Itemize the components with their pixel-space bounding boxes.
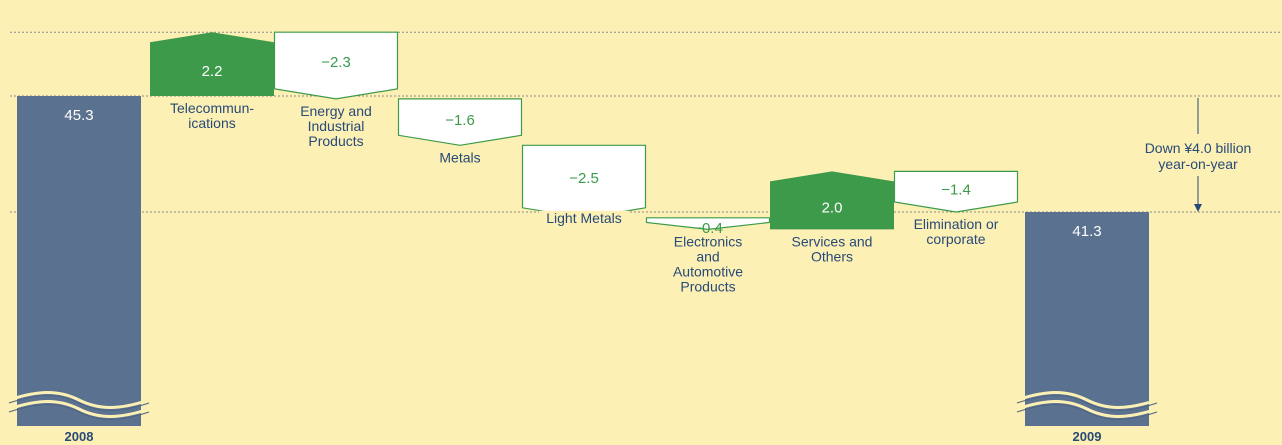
annotation-arrow-head	[1194, 204, 1202, 212]
axis-break-wave	[1016, 391, 1158, 409]
step-bar-6	[770, 171, 894, 230]
change-annotation: Down ¥4.0 billion year-on-year	[1145, 98, 1252, 212]
step-value-label-5: −0.4	[693, 220, 723, 237]
step-category-label-5: Electronics and Automotive Products	[673, 233, 743, 294]
axis-break-wave-shadow	[8, 395, 150, 411]
step-category-label-3: Metals	[439, 149, 480, 165]
step-bar-1	[150, 32, 274, 96]
step-bar-7	[893, 170, 1019, 213]
start-2008-value-label: 45.3	[64, 107, 93, 124]
step-bar-5	[645, 217, 771, 231]
axis-break-wave-shadow	[8, 404, 150, 420]
step-category-label-7: Elimination or corporate	[914, 216, 999, 247]
annotation-text: Down ¥4.0 billion year-on-year	[1145, 140, 1252, 172]
step-value-label-4: −2.5	[569, 170, 599, 187]
axis-break-wave-shadow	[1016, 404, 1158, 420]
step-bar-3	[397, 98, 523, 146]
step-category-label-2: Energy and Industrial Products	[300, 103, 372, 149]
step-value-label-7: −1.4	[941, 182, 971, 199]
step-category-label-6: Services and Others	[792, 233, 873, 264]
step-value-label-1: 2.2	[202, 63, 223, 80]
end-2009-year-label: 2009	[1073, 429, 1102, 444]
end-2009-bar	[1025, 212, 1149, 426]
step-value-label-2: −2.3	[321, 54, 351, 71]
axis-break-wave	[8, 391, 150, 409]
label-mask	[539, 210, 629, 227]
start-2008-bar	[17, 96, 141, 426]
start-2008-year-label: 2008	[65, 429, 94, 444]
end-2009-value-label: 41.3	[1072, 223, 1101, 240]
step-value-label-6: 2.0	[822, 199, 843, 216]
step-bar-2	[273, 31, 399, 100]
axis-break-wave	[1016, 400, 1158, 418]
axis-break-wave-shadow	[1016, 395, 1158, 411]
step-category-label-1: Telecommun-ications	[170, 100, 254, 131]
labels: 45.3 2008 41.3 2009 2.2 Telecommun-ications −2…	[64, 54, 1101, 444]
axis-break-wave	[8, 400, 150, 418]
step-value-label-3: −1.6	[445, 112, 475, 129]
step-category-label-4: Light Metals	[546, 210, 621, 226]
bars	[8, 31, 1158, 426]
